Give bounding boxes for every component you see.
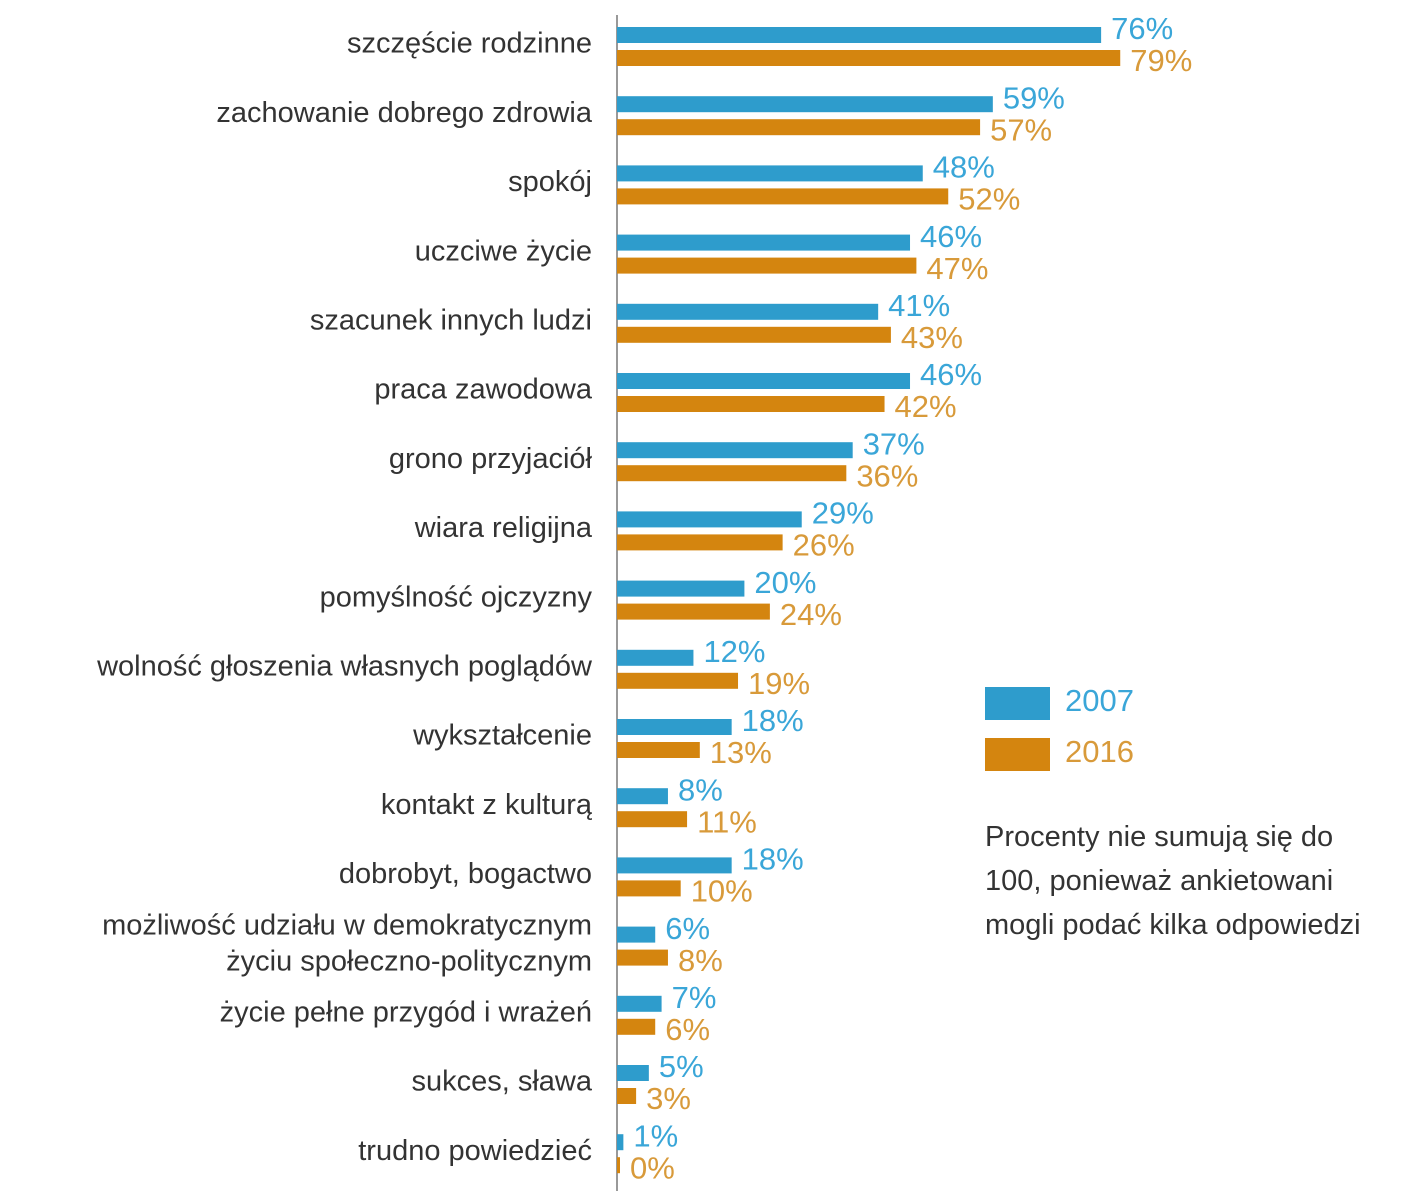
bar	[617, 511, 802, 528]
bar	[617, 1134, 624, 1151]
value-label: 12%	[703, 634, 765, 669]
category-label: grono przyjaciół	[389, 443, 593, 475]
bar	[617, 995, 662, 1012]
bar	[617, 303, 879, 320]
bar	[617, 396, 885, 412]
bar	[617, 672, 739, 689]
bar	[617, 742, 700, 758]
bar	[617, 580, 745, 597]
bar	[617, 880, 681, 897]
category-label: szacunek innych ludzi	[310, 304, 592, 336]
bar	[617, 788, 668, 805]
bar	[617, 119, 981, 136]
value-label: 48%	[933, 150, 995, 185]
value-label: 76%	[1111, 11, 1173, 46]
bar	[617, 326, 891, 343]
value-label: 20%	[754, 565, 816, 600]
value-label: 42%	[895, 389, 957, 424]
value-label: 47%	[926, 251, 988, 286]
legend-label: 2007	[1065, 683, 1134, 718]
value-label: 43%	[901, 320, 963, 355]
value-label: 5%	[659, 1049, 704, 1084]
bar	[617, 534, 783, 551]
bar	[617, 949, 668, 966]
legend-swatch	[985, 687, 1050, 720]
bar	[617, 811, 688, 828]
bar	[617, 96, 993, 113]
category-label: wiara religijna	[414, 512, 593, 544]
legend-swatch	[985, 738, 1050, 771]
bar	[617, 50, 1121, 66]
category-label: dobrobyt, bogactwo	[339, 858, 592, 890]
bar	[617, 373, 911, 389]
value-label: 46%	[920, 357, 982, 392]
category-label: szczęście rodzinne	[347, 28, 592, 60]
value-label: 6%	[665, 1012, 710, 1047]
value-label: 29%	[812, 496, 874, 531]
value-label: 52%	[958, 182, 1020, 217]
value-label: 1%	[633, 1118, 678, 1153]
bar	[617, 1088, 637, 1104]
bar	[617, 719, 732, 735]
bar	[617, 257, 917, 274]
bar	[617, 1018, 656, 1035]
legend-label: 2016	[1065, 734, 1134, 769]
bar	[617, 649, 694, 666]
value-label: 59%	[1003, 80, 1065, 115]
value-label: 41%	[888, 288, 950, 323]
value-label: 8%	[678, 943, 723, 978]
value-label: 7%	[672, 980, 717, 1015]
bar	[617, 27, 1102, 43]
bar	[617, 603, 770, 620]
value-label: 18%	[742, 703, 804, 738]
category-label: wolność głoszenia własnych poglądów	[96, 650, 593, 682]
category-label: praca zawodowa	[374, 374, 592, 406]
bar	[617, 926, 656, 943]
value-label: 0%	[630, 1150, 675, 1185]
value-label: 26%	[793, 528, 855, 563]
value-label: 3%	[646, 1081, 691, 1116]
bar	[617, 165, 923, 182]
bar	[617, 1157, 620, 1174]
category-label: spokój	[508, 166, 592, 198]
value-label: 8%	[678, 772, 723, 807]
value-label: 6%	[665, 911, 710, 946]
bar	[617, 188, 949, 205]
value-label: 79%	[1130, 43, 1192, 78]
bar	[617, 857, 732, 874]
bar	[617, 465, 847, 482]
value-label: 24%	[780, 597, 842, 632]
category-label: uczciwe życie	[415, 235, 592, 267]
bar	[617, 1065, 649, 1081]
category-label: życie pełne przygód i wrażeń	[220, 996, 592, 1028]
bar	[617, 234, 911, 251]
category-label: sukces, sława	[411, 1066, 592, 1098]
category-label: trudno powiedzieć	[358, 1135, 592, 1167]
category-label: zachowanie dobrego zdrowia	[216, 97, 592, 129]
value-label: 19%	[748, 666, 810, 701]
bar	[617, 442, 853, 459]
note: Procenty nie sumują się do 100, ponieważ …	[985, 821, 1361, 941]
category-label: możliwość udziału w demokratycznym życiu …	[102, 909, 592, 977]
category-label: wykształcenie	[412, 720, 592, 752]
value-label: 46%	[920, 219, 982, 254]
value-label: 36%	[856, 458, 918, 493]
value-label: 13%	[710, 735, 772, 770]
value-label: 57%	[990, 112, 1052, 147]
value-label: 18%	[742, 842, 804, 877]
category-label: kontakt z kulturą	[381, 789, 593, 821]
category-label: pomyślność ojczyzny	[320, 581, 593, 613]
value-label: 37%	[863, 426, 925, 461]
value-label: 10%	[691, 874, 753, 909]
value-label: 11%	[697, 804, 757, 839]
